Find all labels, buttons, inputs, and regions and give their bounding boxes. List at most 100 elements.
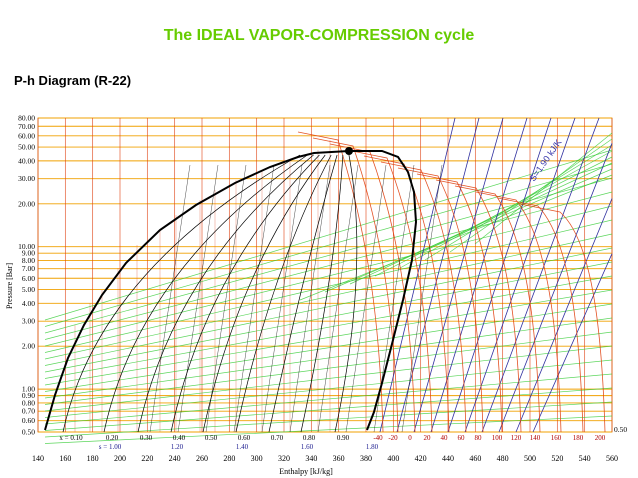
isotherm-curve xyxy=(312,137,399,433)
quality-line xyxy=(334,154,358,433)
temperature-label: 160 xyxy=(551,434,562,442)
enthalpy-tick: 180 xyxy=(87,454,99,463)
enthalpy-tick: 560 xyxy=(606,454,618,463)
isochore-line xyxy=(44,289,613,386)
dome-isotherm-line xyxy=(401,164,443,433)
isentrope-line xyxy=(515,198,613,433)
isochore-line xyxy=(44,247,613,366)
pressure-tick: 4.00 xyxy=(22,299,35,308)
isotherm-curve xyxy=(297,131,384,433)
isochore-line xyxy=(44,149,613,321)
temperature-label: 0 xyxy=(408,434,412,442)
enthalpy-tick: 380 xyxy=(360,454,372,463)
pressure-tick: 10.00 xyxy=(18,242,35,251)
enthalpy-tick: 540 xyxy=(579,454,591,463)
temperature-label: -20 xyxy=(388,434,398,442)
isotherm-curve xyxy=(397,167,484,433)
pressure-tick: 0.60 xyxy=(22,416,35,425)
isochore-line xyxy=(44,233,613,360)
saturated-vapor-line xyxy=(349,150,418,431)
enthalpy-tick: 300 xyxy=(251,454,263,463)
temperature-label: 100 xyxy=(492,434,503,442)
temperature-label: 200 xyxy=(595,434,606,442)
temperature-label: 40 xyxy=(441,434,449,442)
pressure-tick: 9.00 xyxy=(22,249,35,258)
enthalpy-tick: 500 xyxy=(524,454,536,463)
isochore-line xyxy=(44,317,613,399)
enthalpy-tick: 160 xyxy=(59,454,71,463)
pressure-tick: 80.00 xyxy=(18,114,35,123)
dome-isotherm-line xyxy=(205,164,247,433)
enthalpy-tick: 360 xyxy=(333,454,345,463)
isochore-line xyxy=(44,177,613,334)
temperature-label: 80 xyxy=(475,434,483,442)
pressure-tick: 7.00 xyxy=(22,264,35,273)
isotherm-curve xyxy=(519,203,606,433)
entropy-label: 1.80 xyxy=(366,443,379,451)
quality-layer xyxy=(62,154,443,433)
isotherm-curve xyxy=(435,179,522,433)
pressure-tick: 30.00 xyxy=(18,174,35,183)
pressure-tick: 70.00 xyxy=(18,122,35,131)
temperature-label: 180 xyxy=(573,434,584,442)
dome-isotherm-line xyxy=(149,164,191,433)
isentrope-line xyxy=(532,253,613,433)
isotherm-curve xyxy=(416,173,503,433)
isotherm-curve xyxy=(475,191,562,433)
enthalpy-tick: 420 xyxy=(415,454,427,463)
grid-layer xyxy=(37,117,613,433)
entropy-label: 1.60 xyxy=(301,443,314,451)
dome-layer xyxy=(44,147,418,431)
quality-line xyxy=(268,154,338,433)
enthalpy-tick: 320 xyxy=(278,454,290,463)
enthalpy-tick: 280 xyxy=(223,454,235,463)
isentrope-layer xyxy=(379,117,613,433)
isochore-line xyxy=(474,132,613,245)
temperature-label: 120 xyxy=(511,434,522,442)
y-axis-label: Pressure [Bar] xyxy=(5,263,14,309)
enthalpy-tick: 480 xyxy=(497,454,509,463)
quality-line xyxy=(62,154,301,433)
temperature-label: 60 xyxy=(458,434,466,442)
pressure-tick: 60.00 xyxy=(18,131,35,140)
enthalpy-tick: 460 xyxy=(469,454,481,463)
quality-line xyxy=(170,154,320,433)
pressure-tick: 2.00 xyxy=(22,342,35,351)
temperature-label: 20 xyxy=(424,434,432,442)
isentrope-line xyxy=(464,117,576,433)
isentrope-line xyxy=(430,117,528,433)
temperature-label: -40 xyxy=(373,434,383,442)
dome-isotherm-line xyxy=(261,164,303,433)
pressure-tick: 5.00 xyxy=(22,285,35,294)
dome-isotherm-line xyxy=(177,164,219,433)
quality-label: 0.90 xyxy=(337,434,350,442)
enthalpy-tick: 520 xyxy=(551,454,563,463)
quality-label: 0.70 xyxy=(271,434,284,442)
isentrope-line xyxy=(396,117,480,433)
dome-isotherm-line xyxy=(289,164,331,433)
quality-label: 0.50 xyxy=(205,434,218,442)
critical-point xyxy=(345,147,353,155)
isentrope-line xyxy=(413,117,504,433)
quality-label: 0.60 xyxy=(238,434,251,442)
quality-label: x = 0.10 xyxy=(59,434,83,442)
isochore-layer xyxy=(44,132,613,444)
enthalpy-tick: 220 xyxy=(141,454,153,463)
pressure-tick: 0.50 xyxy=(22,428,35,437)
pressure-tick: 0.90 xyxy=(22,391,35,400)
enthalpy-tick: 340 xyxy=(305,454,317,463)
entropy-label: 1.20 xyxy=(171,443,184,451)
enthalpy-tick: 260 xyxy=(196,454,208,463)
quality-line xyxy=(137,154,314,433)
isotherm-curve xyxy=(454,185,541,433)
isentrope-line xyxy=(481,117,600,433)
quality-label: 0.80 xyxy=(303,434,316,442)
pressure-tick: 20.00 xyxy=(18,199,35,208)
quality-line xyxy=(202,154,326,433)
enthalpy-tick: 440 xyxy=(442,454,454,463)
pressure-tick: 0.80 xyxy=(22,398,35,407)
enthalpy-tick: 200 xyxy=(114,454,126,463)
isotherm-curve xyxy=(329,143,416,433)
dome-isotherm-line xyxy=(345,164,387,433)
isotherm-layer xyxy=(297,131,606,433)
